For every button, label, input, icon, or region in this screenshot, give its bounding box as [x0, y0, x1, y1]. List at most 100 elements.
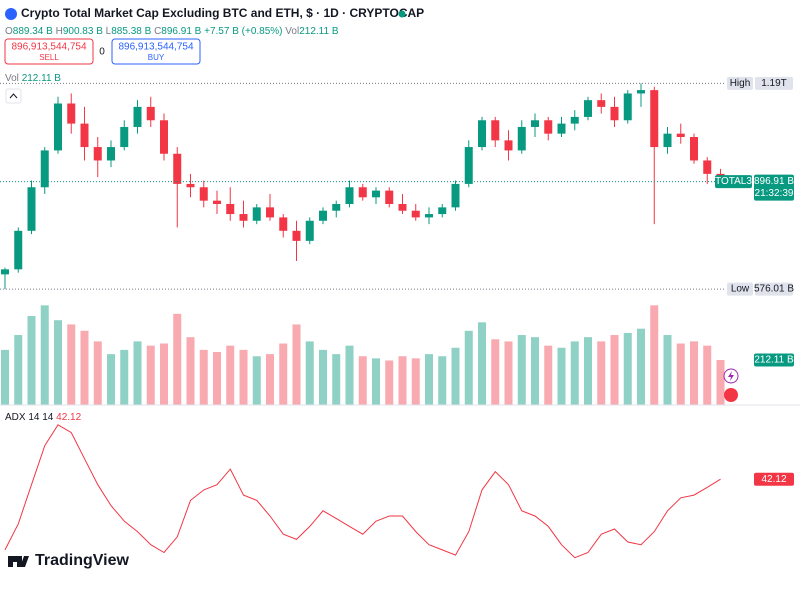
candle-body	[292, 230, 301, 241]
candle-body	[27, 187, 36, 231]
volume-bar	[597, 341, 606, 405]
countdown: 21:32:39	[755, 188, 794, 199]
status-dot	[398, 10, 406, 18]
candle-body	[14, 230, 23, 270]
candle-body	[478, 120, 486, 148]
buy-button[interactable]	[111, 38, 201, 65]
vol-value: 212.11 B	[299, 26, 339, 37]
candle-body	[372, 190, 380, 198]
volume-bar	[14, 335, 23, 405]
volume-bar	[557, 347, 566, 405]
candle-body	[358, 187, 367, 198]
volume-bar	[570, 341, 579, 405]
candle-body	[252, 207, 261, 221]
volume-bar	[239, 349, 248, 405]
candle-body	[213, 200, 221, 205]
collapse-icon[interactable]	[9, 93, 18, 99]
volume-bar	[107, 354, 115, 405]
volume-bar	[54, 320, 62, 405]
volume-last-text: 212.11 B	[754, 355, 794, 366]
volume-name: Vol	[5, 73, 19, 84]
candle-body	[570, 116, 579, 124]
brand-name: TradingView	[35, 552, 130, 569]
volume-bar	[292, 324, 301, 405]
sell-button[interactable]	[4, 38, 94, 65]
vol-label: Vol	[285, 26, 299, 37]
price-line-value-text: 576.01 B	[754, 284, 794, 295]
candle-body	[676, 133, 685, 138]
collapse-button[interactable]	[5, 88, 22, 104]
volume-bar	[663, 335, 672, 405]
volume-bar	[305, 341, 314, 405]
volume-last-box	[754, 353, 794, 367]
ohlc-label: O	[5, 26, 13, 37]
volume-bar	[226, 345, 235, 405]
volume-bar	[425, 354, 433, 405]
candle-body	[186, 183, 195, 188]
volume-bar	[703, 345, 712, 405]
candle-body	[451, 183, 460, 208]
buy-label[interactable]: BUY	[148, 53, 165, 62]
candle-body	[690, 137, 698, 161]
candle-body	[199, 187, 208, 201]
candle-body	[438, 207, 447, 215]
adx-name: ADX 14 14	[5, 412, 54, 423]
volume-bar	[27, 315, 36, 405]
candle-body	[597, 100, 606, 107]
volume-bar	[451, 347, 460, 405]
candle-body	[557, 123, 566, 134]
candle-body	[491, 120, 500, 141]
symbol-tag-box	[715, 175, 752, 189]
volume-bar	[186, 337, 195, 405]
candle-body	[133, 106, 142, 127]
marks	[0, 82, 725, 559]
volume-bar	[133, 341, 142, 405]
volume-bar	[372, 358, 380, 405]
candle-body	[531, 120, 539, 127]
buy-price[interactable]: 896,913,544,754	[118, 42, 194, 53]
volume-bar	[80, 330, 89, 405]
sell-price[interactable]: 896,913,544,754	[11, 42, 87, 53]
candle-body	[544, 120, 553, 134]
last-price-box	[754, 174, 794, 201]
ohlc-legend: O889.34 B H900.83 B L885.38 B C896.91 B …	[5, 26, 339, 37]
candle-body	[279, 217, 288, 231]
adx-last-box	[754, 472, 794, 486]
candle-body	[425, 214, 433, 218]
candle-body	[80, 123, 89, 148]
candle-body	[398, 204, 407, 211]
candle-body	[40, 150, 49, 188]
ohlc-label: L	[106, 26, 112, 37]
candle-body	[464, 147, 473, 184]
volume-bar	[67, 324, 76, 405]
volume-bar	[716, 360, 725, 405]
overlay: Crypto Total Market Cap Excluding BTC an…	[4, 6, 794, 569]
volume-bar	[637, 328, 645, 405]
candle-body	[637, 90, 645, 94]
volume-bar	[650, 305, 659, 405]
volume-bar	[438, 356, 447, 405]
candle-body	[305, 220, 314, 241]
candle-body	[173, 153, 182, 184]
candle-body	[663, 133, 672, 148]
price-line-name-text: High	[730, 78, 751, 89]
flags-icon[interactable]	[724, 388, 738, 402]
ohlc-label: C	[154, 26, 161, 37]
price-line-value-box	[755, 76, 793, 90]
candle-body	[67, 103, 76, 124]
candle-body	[584, 100, 592, 117]
event-icon-bolt[interactable]	[728, 371, 734, 381]
price-line-name-box	[727, 76, 753, 90]
sell-label[interactable]: SELL	[39, 53, 59, 62]
candle-body	[504, 140, 513, 151]
volume-bar	[690, 341, 698, 405]
volume-bar	[478, 322, 486, 405]
last-price-value: 896.91 B	[754, 176, 794, 187]
spread: 0	[99, 47, 105, 58]
candle-body	[54, 103, 62, 151]
price-line-value-box	[755, 282, 793, 296]
volume-legend: Vol 212.11 B	[5, 73, 61, 84]
volume-bar	[623, 332, 632, 405]
volume-bar	[213, 352, 221, 405]
